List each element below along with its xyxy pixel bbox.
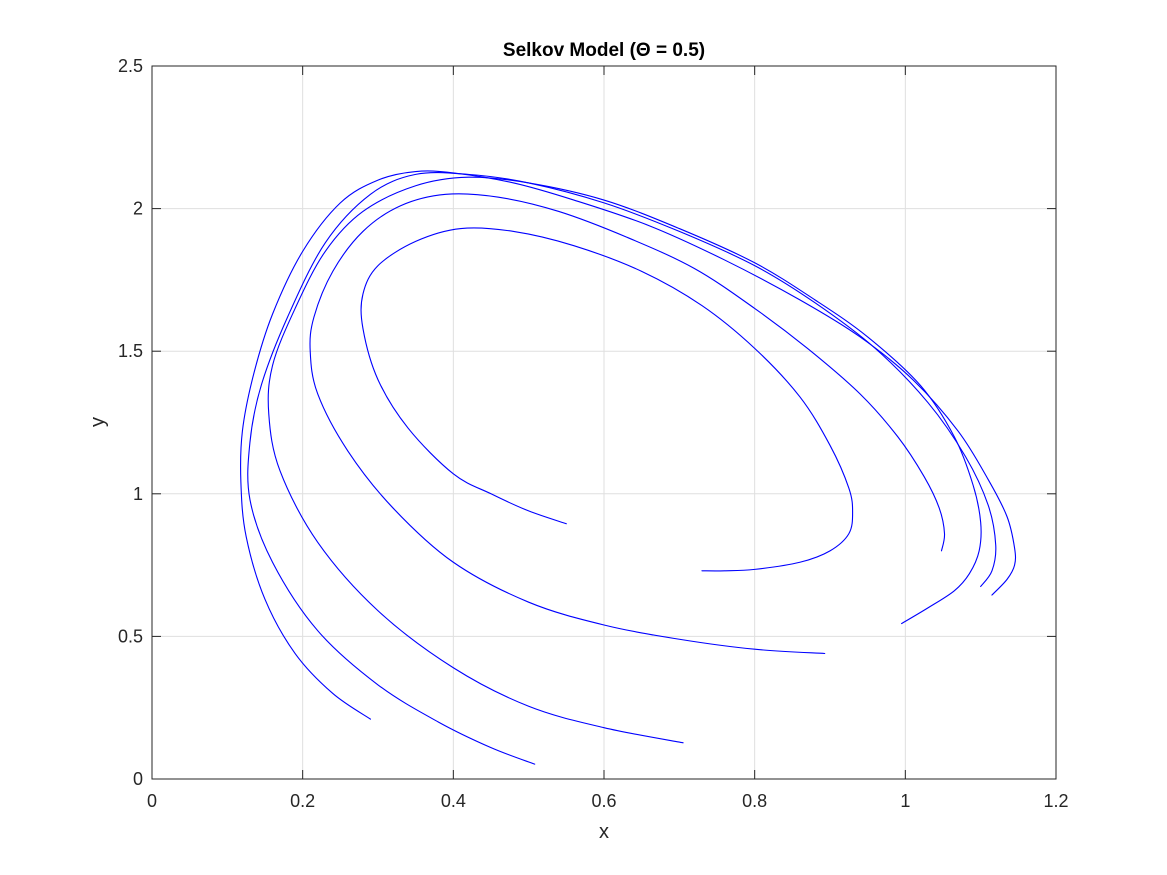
y-tick-label: 0.5 <box>118 626 143 646</box>
trajectory-line-5 <box>239 170 1017 720</box>
x-tick-label: 1.2 <box>1043 791 1068 811</box>
x-tick-label: 0 <box>147 791 157 811</box>
x-axis-label: x <box>599 821 609 843</box>
trajectory-line-2 <box>309 193 946 655</box>
y-tick-label: 2.5 <box>118 56 143 76</box>
trajectories <box>239 170 1017 765</box>
trajectory-line-4 <box>247 171 997 765</box>
tick-labels: 0 0.2 0.4 0.6 0.8 1 1.2 0 0.5 1 1.5 2 2.5 <box>118 56 1069 811</box>
x-tick-label: 0.4 <box>441 791 466 811</box>
y-tick-label: 0 <box>133 769 143 789</box>
y-tick-label: 1 <box>133 484 143 504</box>
y-tick-label: 2 <box>133 199 143 219</box>
y-axis-label: y <box>87 417 109 427</box>
x-tick-label: 0.6 <box>591 791 616 811</box>
y-tick-label: 1.5 <box>118 341 143 361</box>
x-tick-label: 1 <box>900 791 910 811</box>
x-tick-label: 0.2 <box>290 791 315 811</box>
trajectory-line-1 <box>360 227 854 572</box>
x-tick-label: 0.8 <box>742 791 767 811</box>
chart-title: Selkov Model (Θ = 0.5) <box>503 40 705 61</box>
ticks <box>151 65 1057 780</box>
